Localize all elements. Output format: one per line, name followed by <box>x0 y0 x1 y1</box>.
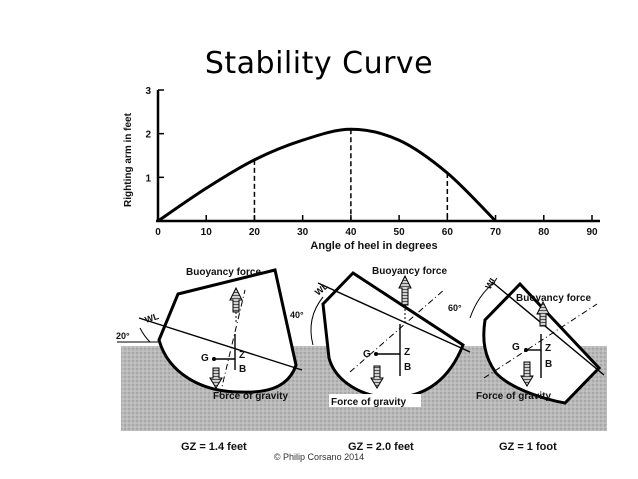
x-tick-label: 80 <box>538 227 550 238</box>
centerline <box>219 289 246 396</box>
buoyancy-arrow <box>536 300 550 327</box>
x-tick-label: 0 <box>155 227 161 238</box>
y-axis-label: Righting arm in feet <box>123 112 134 207</box>
gravity-arrow <box>209 367 223 389</box>
angle-label: 40° <box>290 310 304 320</box>
ship-section-60: G Z B WL 60° Buoyancy force Force of gra… <box>448 273 605 453</box>
x-tick-label: 20 <box>249 227 261 238</box>
gz-value: GZ = 2.0 feet <box>348 441 414 453</box>
y-tick-label: 1 <box>145 173 151 184</box>
slide-title: Stability Curve <box>204 46 434 81</box>
copyright-text: © Philip Corsano 2014 <box>273 452 365 462</box>
wl-label: WL <box>483 273 499 291</box>
gravity-label: Force of gravity <box>331 397 406 408</box>
x-axis-label: Angle of heel in degrees <box>310 240 437 252</box>
buoyancy-label: Buoyancy force <box>372 266 447 277</box>
x-tick-label: 70 <box>490 227 502 238</box>
waterline <box>317 282 471 353</box>
gravity-label: Force of gravity <box>213 391 288 402</box>
y-tick-label: 3 <box>145 86 151 97</box>
gravity-arrow <box>520 361 534 387</box>
x-tick-label: 10 <box>201 227 213 238</box>
stability-curve-chart: 3 2 1 0 10 20 30 40 50 60 70 80 90 Righting arm in … <box>123 86 600 252</box>
g-label: G <box>363 349 371 360</box>
x-tick-label: 90 <box>586 227 598 238</box>
gz-value: GZ = 1 foot <box>499 441 557 453</box>
gravity-arrow <box>370 365 384 389</box>
x-tick-label: 50 <box>394 227 406 238</box>
buoyancy-arrow <box>398 274 412 306</box>
angle-markers <box>253 129 449 221</box>
x-tick-label: 30 <box>297 227 309 238</box>
centerline <box>349 288 446 373</box>
waterline <box>138 317 303 371</box>
waterline <box>491 281 605 376</box>
b-label: B <box>404 362 411 373</box>
wl-label: WL <box>144 311 161 325</box>
gravity-label: Force of gravity <box>476 391 551 402</box>
wl-label: WL <box>313 281 331 298</box>
b-label: B <box>239 364 246 375</box>
z-label: Z <box>239 350 245 361</box>
y-tick-label: 2 <box>145 130 151 141</box>
x-tick-label: 40 <box>345 227 357 238</box>
z-label: Z <box>545 343 551 354</box>
buoyancy-label: Buoyancy force <box>516 293 591 304</box>
b-label: B <box>545 359 552 370</box>
gz-value: GZ = 1.4 feet <box>181 441 247 453</box>
angle-label: 60° <box>448 303 462 313</box>
y-ticks: 3 2 1 <box>145 86 164 184</box>
angle-label: 20° <box>116 331 130 341</box>
ship-section-20: G Z B WL 20° Buoyancy force Force of gra… <box>116 267 303 453</box>
stability-curve-line <box>157 127 497 223</box>
x-tick-label: 60 <box>442 227 454 238</box>
x-ticks: 0 10 20 30 40 50 60 70 80 90 <box>155 215 598 238</box>
g-label: G <box>201 353 209 364</box>
z-label: Z <box>404 347 410 358</box>
hull-outline <box>157 268 298 394</box>
buoyancy-label: Buoyancy force <box>186 267 261 278</box>
g-label: G <box>512 342 520 353</box>
